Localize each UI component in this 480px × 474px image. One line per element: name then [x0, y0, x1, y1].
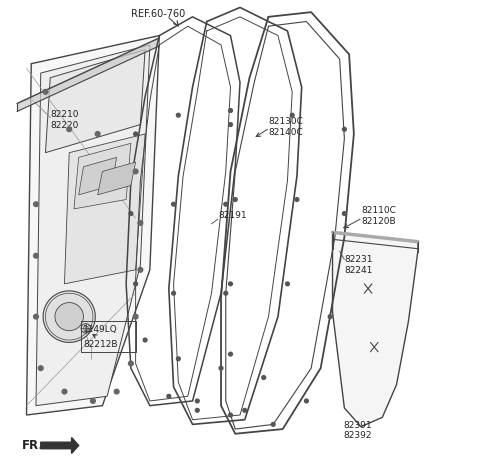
Circle shape — [34, 202, 38, 207]
Circle shape — [43, 90, 48, 94]
Circle shape — [133, 169, 138, 174]
Circle shape — [143, 338, 147, 342]
Text: 1249LQ: 1249LQ — [84, 325, 118, 334]
Circle shape — [134, 132, 137, 136]
Text: 82231
82241: 82231 82241 — [344, 255, 373, 275]
Text: 82391
82392: 82391 82392 — [343, 420, 372, 440]
Circle shape — [114, 389, 119, 394]
Circle shape — [138, 220, 143, 225]
Circle shape — [134, 282, 137, 286]
Circle shape — [96, 132, 100, 137]
Text: REF.60-760: REF.60-760 — [131, 9, 185, 19]
Circle shape — [195, 399, 199, 403]
Circle shape — [224, 202, 228, 206]
Circle shape — [129, 361, 133, 366]
Circle shape — [62, 389, 67, 394]
Circle shape — [295, 198, 299, 201]
Circle shape — [34, 314, 38, 319]
Polygon shape — [41, 438, 79, 454]
Polygon shape — [17, 38, 159, 111]
Polygon shape — [43, 291, 96, 342]
Text: 82210
82220: 82210 82220 — [50, 110, 79, 129]
Polygon shape — [46, 50, 145, 153]
Circle shape — [172, 202, 176, 206]
Text: 82110C
82120B: 82110C 82120B — [361, 206, 396, 226]
Circle shape — [34, 254, 38, 258]
Polygon shape — [79, 157, 117, 195]
Circle shape — [228, 123, 232, 127]
Circle shape — [133, 314, 138, 319]
Polygon shape — [26, 36, 159, 415]
Circle shape — [167, 394, 171, 398]
Circle shape — [38, 366, 43, 371]
Circle shape — [228, 109, 232, 112]
Circle shape — [342, 128, 346, 131]
Circle shape — [91, 399, 96, 403]
Polygon shape — [333, 232, 418, 427]
Circle shape — [228, 413, 232, 417]
Polygon shape — [74, 143, 131, 209]
Text: 82191: 82191 — [219, 211, 247, 220]
Polygon shape — [55, 302, 84, 331]
Circle shape — [177, 357, 180, 361]
Polygon shape — [64, 134, 145, 284]
Circle shape — [177, 113, 180, 117]
Circle shape — [67, 127, 72, 132]
Circle shape — [228, 352, 232, 356]
Circle shape — [129, 212, 133, 216]
Circle shape — [304, 399, 308, 403]
Text: 82212B: 82212B — [84, 340, 118, 349]
Circle shape — [219, 366, 223, 370]
Polygon shape — [36, 45, 150, 406]
Circle shape — [138, 267, 143, 272]
Circle shape — [290, 113, 294, 117]
Circle shape — [286, 282, 289, 286]
Circle shape — [271, 422, 275, 426]
Circle shape — [243, 409, 247, 412]
Circle shape — [172, 292, 176, 295]
Text: 82130C
82140C: 82130C 82140C — [268, 117, 303, 137]
Text: FR.: FR. — [22, 439, 44, 452]
Circle shape — [342, 212, 346, 216]
Circle shape — [228, 282, 232, 286]
Circle shape — [262, 376, 265, 379]
Circle shape — [328, 315, 332, 319]
Circle shape — [233, 198, 237, 201]
Polygon shape — [97, 162, 136, 195]
Circle shape — [224, 292, 228, 295]
Circle shape — [195, 409, 199, 412]
